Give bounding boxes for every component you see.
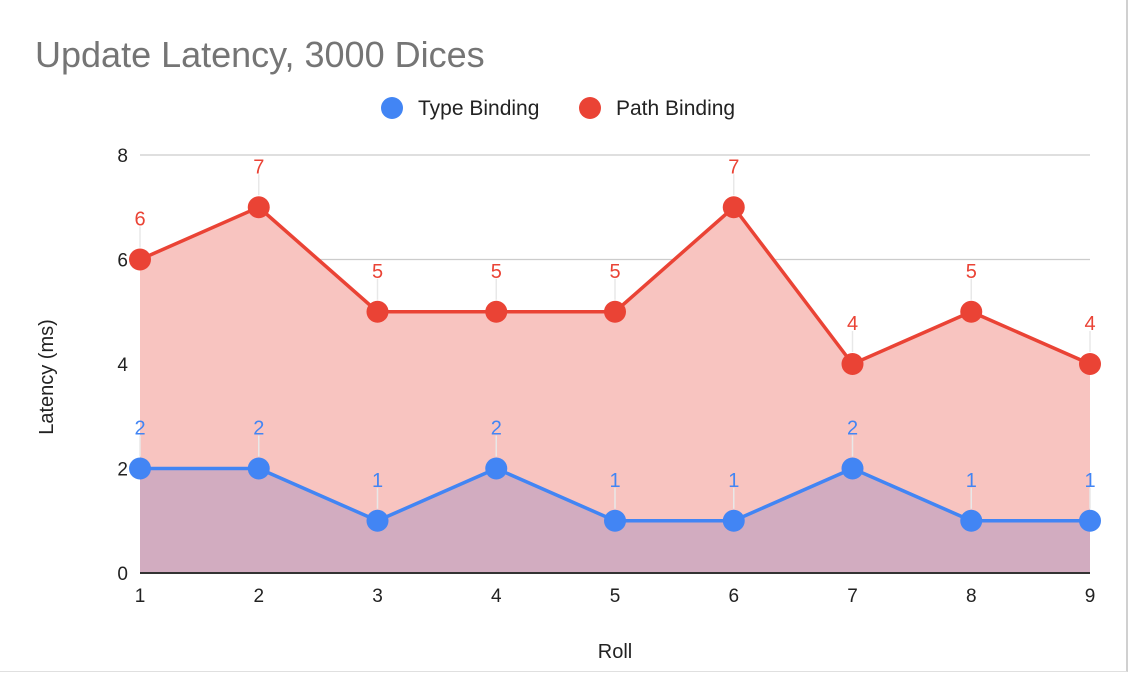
y-axis-label: Latency (ms) bbox=[36, 319, 58, 435]
point-path-binding bbox=[1079, 353, 1101, 375]
legend-marker-type-binding bbox=[381, 97, 403, 119]
x-tick-label: 2 bbox=[253, 586, 264, 607]
point-path-binding bbox=[722, 196, 745, 219]
data-label-path-binding: 7 bbox=[728, 156, 739, 178]
point-type-binding bbox=[960, 509, 983, 532]
data-label-path-binding: 5 bbox=[491, 261, 502, 283]
data-label-path-binding: 5 bbox=[372, 261, 383, 283]
point-path-binding bbox=[247, 196, 270, 219]
point-type-binding bbox=[485, 457, 508, 480]
data-label-path-binding: 6 bbox=[134, 209, 145, 231]
point-path-binding bbox=[604, 300, 626, 323]
x-axis-label: Roll bbox=[598, 641, 632, 663]
legend: Type Binding Path Binding bbox=[381, 97, 735, 120]
point-type-binding bbox=[722, 509, 745, 532]
point-type-binding bbox=[366, 509, 389, 532]
axis-ticks: 0 2 4 6 8 1 2 3 4 5 6 7 8 9 bbox=[117, 146, 1095, 607]
data-label-type-binding: 2 bbox=[134, 418, 145, 440]
y-tick-label: 6 bbox=[117, 251, 128, 272]
data-label-type-binding: 1 bbox=[966, 470, 977, 492]
data-label-type-binding: 2 bbox=[253, 418, 264, 440]
data-points bbox=[129, 196, 1101, 532]
chart-title: Update Latency, 3000 Dices bbox=[35, 34, 485, 75]
data-label-type-binding: 1 bbox=[1084, 470, 1095, 492]
x-tick-label: 5 bbox=[610, 586, 621, 607]
x-tick-label: 3 bbox=[372, 586, 383, 607]
data-label-type-binding: 1 bbox=[372, 470, 383, 492]
point-path-binding bbox=[841, 353, 864, 375]
y-tick-label: 0 bbox=[117, 564, 128, 585]
point-type-binding bbox=[604, 509, 626, 532]
x-tick-label: 4 bbox=[491, 586, 502, 607]
y-tick-label: 2 bbox=[117, 460, 128, 481]
point-type-binding bbox=[247, 457, 270, 480]
y-tick-label: 4 bbox=[117, 355, 128, 376]
x-tick-label: 7 bbox=[847, 586, 858, 607]
data-label-type-binding: 2 bbox=[491, 418, 502, 440]
legend-label-path-binding: Path Binding bbox=[616, 97, 735, 120]
legend-label-type-binding: Type Binding bbox=[418, 97, 539, 120]
x-tick-label: 6 bbox=[728, 586, 739, 607]
point-path-binding bbox=[366, 300, 389, 323]
point-path-binding bbox=[485, 300, 508, 323]
data-label-path-binding: 4 bbox=[1084, 313, 1095, 335]
data-label-path-binding: 5 bbox=[966, 261, 977, 283]
legend-marker-path-binding bbox=[579, 97, 601, 119]
point-type-binding bbox=[129, 457, 151, 480]
y-tick-label: 8 bbox=[117, 146, 128, 167]
x-tick-label: 9 bbox=[1085, 586, 1096, 607]
data-label-type-binding: 1 bbox=[609, 470, 620, 492]
point-path-binding bbox=[129, 248, 151, 271]
point-path-binding bbox=[960, 300, 983, 323]
data-label-path-binding: 7 bbox=[253, 156, 264, 178]
point-type-binding bbox=[1079, 509, 1101, 532]
x-tick-label: 8 bbox=[966, 586, 977, 607]
data-labels: 6 7 5 5 5 7 4 5 4 2 2 1 2 1 1 2 1 1 bbox=[134, 156, 1096, 509]
data-label-type-binding: 2 bbox=[847, 418, 858, 440]
point-type-binding bbox=[841, 457, 864, 480]
data-label-path-binding: 5 bbox=[609, 261, 620, 283]
data-label-type-binding: 1 bbox=[728, 470, 739, 492]
x-tick-label: 1 bbox=[135, 586, 146, 607]
data-label-path-binding: 4 bbox=[847, 313, 858, 335]
